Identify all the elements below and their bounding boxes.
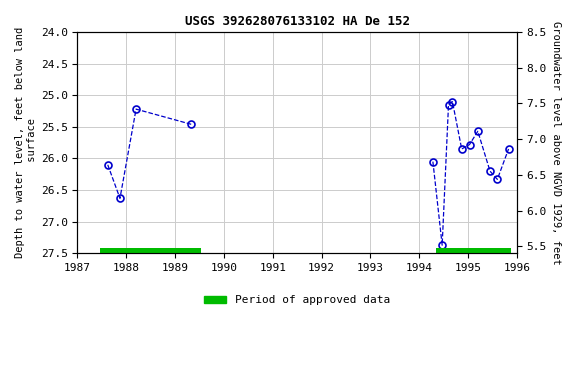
- Legend: Period of approved data: Period of approved data: [199, 291, 395, 310]
- Bar: [100, 248, 201, 253]
- Y-axis label: Groundwater level above NGVD 1929, feet: Groundwater level above NGVD 1929, feet: [551, 21, 561, 265]
- Y-axis label: Depth to water level, feet below land
 surface: Depth to water level, feet below land su…: [15, 27, 37, 258]
- Bar: [436, 248, 510, 253]
- Title: USGS 392628076133102 HA De 152: USGS 392628076133102 HA De 152: [185, 15, 410, 28]
